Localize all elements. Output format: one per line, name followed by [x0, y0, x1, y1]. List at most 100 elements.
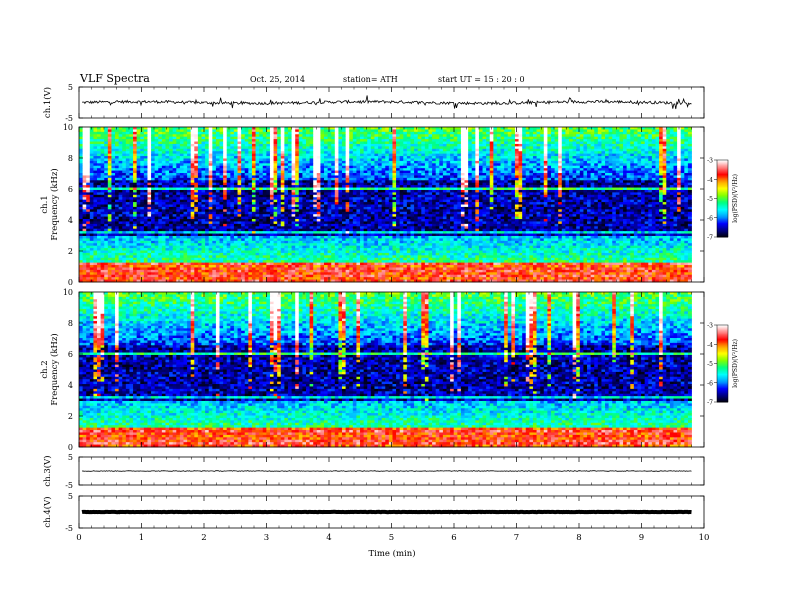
heatmap-cell [83, 171, 87, 174]
heatmap-cell [331, 192, 335, 195]
heatmap-cell [93, 137, 97, 140]
heatmap-cell [655, 146, 659, 149]
heatmap-cell [349, 156, 353, 159]
heatmap-cell [374, 129, 378, 132]
heatmap-cell [248, 175, 252, 178]
heatmap-cell [655, 129, 659, 132]
heatmap-cell [310, 154, 314, 157]
heatmap-cell [367, 149, 371, 152]
heatmap-cell [493, 183, 497, 186]
heatmap-cell [284, 149, 288, 152]
heatmap-cell [349, 178, 353, 181]
heatmap-cell [436, 139, 440, 142]
heatmap-cell [320, 146, 324, 149]
heatmap-cell [79, 151, 83, 154]
heatmap-cell [497, 192, 501, 195]
heatmap-cell [511, 183, 515, 186]
heatmap-cell [151, 183, 155, 186]
heatmap-cell [407, 154, 411, 157]
heatmap-cell [137, 161, 141, 164]
heatmap-cell [144, 142, 148, 145]
heatmap-cell [292, 185, 296, 188]
heatmap-cell [317, 134, 321, 137]
heatmap-cell [479, 129, 483, 132]
heatmap-cell [292, 161, 296, 164]
heatmap-cell [245, 154, 249, 157]
heatmap-cell [457, 149, 461, 152]
vlf-spectra-figure: VLF Spectra Oct. 25, 2014 station= ATH s… [0, 0, 792, 612]
heatmap-cell [245, 183, 249, 186]
heatmap-cell [634, 137, 638, 140]
heatmap-cell [418, 195, 422, 198]
heatmap-cell [198, 132, 202, 135]
heatmap-cell [299, 139, 303, 142]
heatmap-cell [183, 183, 187, 186]
heatmap-cell [601, 142, 605, 145]
heatmap-cell [558, 158, 562, 161]
heatmap-cell [353, 129, 357, 132]
heatmap-cell [299, 129, 303, 132]
heatmap-cell [425, 139, 429, 142]
heatmap-cell [655, 185, 659, 188]
heatmap-cell [439, 178, 443, 181]
heatmap-cell [176, 151, 180, 154]
heatmap-cell [313, 178, 317, 181]
heatmap-cell [122, 156, 126, 159]
heatmap-cell [681, 190, 685, 193]
heatmap-cell [202, 180, 206, 183]
heatmap-cell [529, 175, 533, 178]
heatmap-cell [601, 127, 605, 130]
heatmap-cell [483, 129, 487, 132]
heatmap-cell [252, 180, 256, 183]
heatmap-cell [558, 132, 562, 135]
heatmap-cell [483, 142, 487, 145]
heatmap-cell [133, 175, 137, 178]
heatmap-cell [414, 175, 418, 178]
heatmap-cell [187, 192, 191, 195]
heatmap-cell [220, 132, 224, 135]
heatmap-cell [508, 171, 512, 174]
heatmap-cell [421, 185, 425, 188]
heatmap-cell [313, 149, 317, 152]
heatmap-cell [392, 144, 396, 147]
heatmap-cell [248, 154, 252, 157]
heatmap-cell [472, 183, 476, 186]
heatmap-cell [187, 163, 191, 166]
heatmap-cell [522, 154, 526, 157]
heatmap-cell [414, 142, 418, 145]
heatmap-cell [616, 188, 620, 191]
heatmap-cell [147, 134, 151, 137]
heatmap-cell [270, 166, 274, 169]
heatmap-cell [328, 163, 332, 166]
heatmap-cell [259, 192, 263, 195]
heatmap-cell [378, 185, 382, 188]
heatmap-cell [122, 139, 126, 142]
heatmap-cell [576, 175, 580, 178]
heatmap-cell [259, 144, 263, 147]
heatmap-cell [407, 127, 411, 130]
heatmap-cell [158, 163, 162, 166]
heatmap-cell [79, 168, 83, 171]
heatmap-cell [587, 129, 591, 132]
heatmap-cell [169, 127, 173, 130]
heatmap-cell [457, 183, 461, 186]
heatmap-cell [371, 185, 375, 188]
heatmap-cell [115, 144, 119, 147]
heatmap-cell [216, 142, 220, 145]
heatmap-cell [648, 151, 652, 154]
heatmap-cell [580, 183, 584, 186]
heatmap-cell [529, 183, 533, 186]
heatmap-cell [583, 137, 587, 140]
heatmap-cell [245, 158, 249, 161]
heatmap-cell [648, 158, 652, 161]
heatmap-cell [169, 178, 173, 181]
heatmap-cell [245, 137, 249, 140]
heatmap-cell [165, 163, 169, 166]
heatmap-cell [115, 161, 119, 164]
heatmap-cell [270, 188, 274, 191]
heatmap-cell [122, 188, 126, 191]
heatmap-cell [529, 146, 533, 149]
heatmap-cell [238, 166, 242, 169]
heatmap-cell [220, 180, 224, 183]
heatmap-cell [666, 188, 670, 191]
